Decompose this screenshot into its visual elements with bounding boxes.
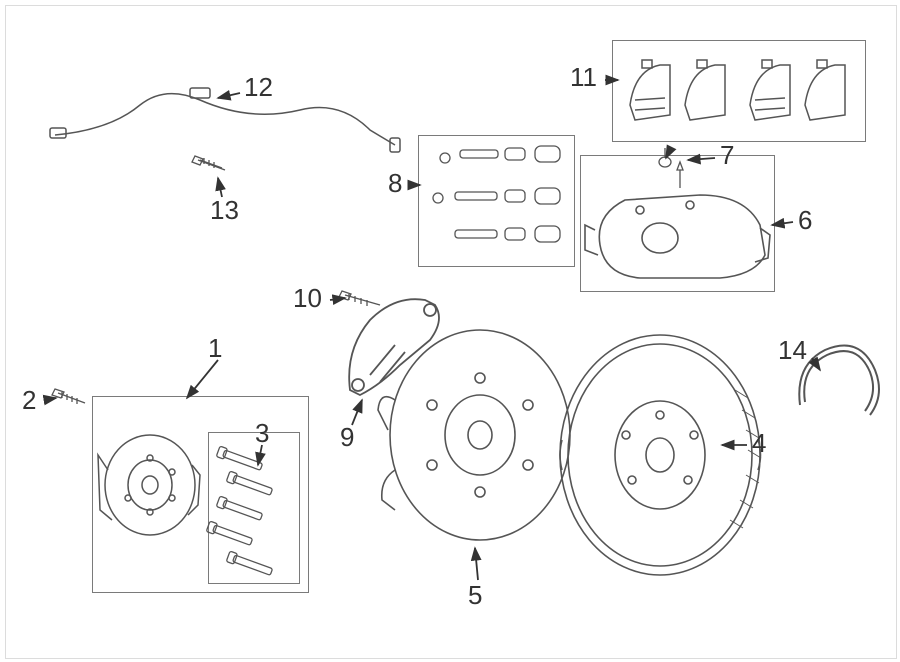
label-8: 8 (388, 168, 402, 199)
caliper-box (580, 155, 775, 292)
caliper-hardware-box (418, 135, 575, 267)
label-4: 4 (752, 428, 766, 459)
label-11: 11 (570, 62, 597, 93)
label-10: 10 (293, 283, 322, 314)
label-5: 5 (468, 580, 482, 611)
label-9: 9 (340, 422, 354, 453)
brake-pads-box (612, 40, 866, 142)
label-14: 14 (778, 335, 807, 366)
label-7: 7 (720, 140, 734, 171)
label-6: 6 (798, 205, 812, 236)
studs-box (208, 432, 300, 584)
label-1: 1 (208, 333, 222, 364)
label-12: 12 (244, 72, 273, 103)
label-13: 13 (210, 195, 239, 226)
label-2: 2 (22, 385, 36, 416)
parts-diagram: 1 2 3 4 5 6 7 8 9 10 11 12 13 14 (0, 0, 900, 662)
label-3: 3 (255, 418, 269, 449)
